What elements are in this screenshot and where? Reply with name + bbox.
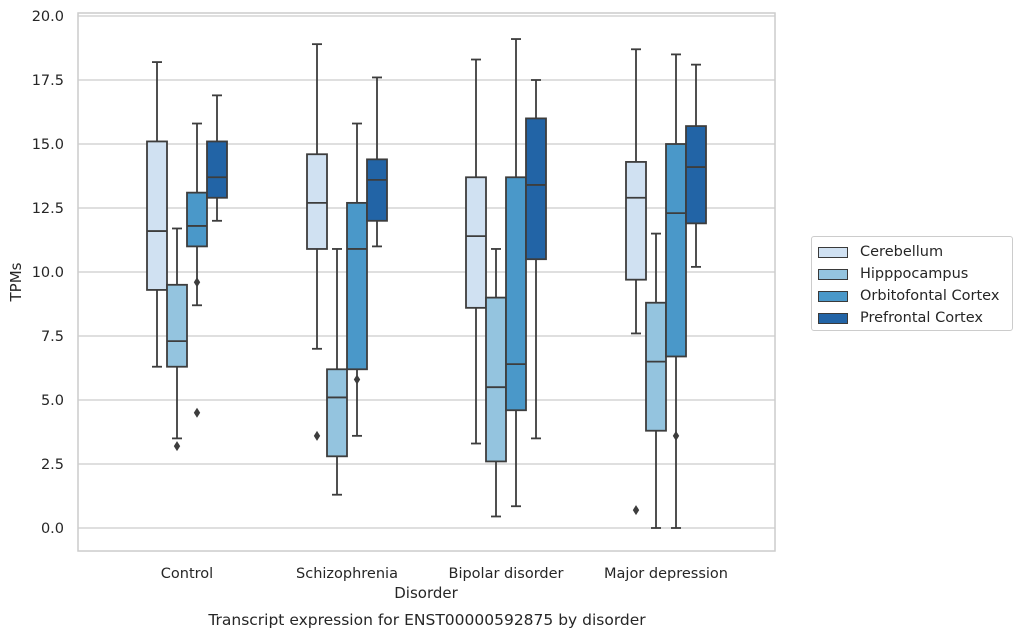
- outlier-point: [313, 430, 321, 441]
- legend-swatch: [818, 246, 848, 258]
- legend-item: Orbitofontal Cortex: [818, 285, 1012, 307]
- box: [206, 140, 228, 199]
- boxes: [146, 38, 707, 529]
- box-group: [146, 61, 168, 368]
- x-tick-label: Control: [161, 566, 213, 582]
- x-tick-label: Bipolar disorder: [449, 566, 564, 582]
- legend: Cerebellum Hipppocampus Orbitofontal Corte…: [811, 236, 1013, 331]
- outlier-point: [632, 505, 640, 516]
- legend-label: Cerebellum: [860, 244, 944, 260]
- legend-item: Cerebellum: [818, 241, 1012, 263]
- legend-label: Orbitofontal Cortex: [860, 288, 1000, 304]
- box-group: [525, 79, 547, 440]
- box: [146, 140, 168, 291]
- box-group: [346, 122, 368, 437]
- box-group: [485, 248, 507, 518]
- box: [326, 368, 348, 458]
- y-tick-label: 10.0: [32, 265, 64, 281]
- y-tick-label: 5.0: [41, 393, 64, 409]
- box: [665, 143, 687, 358]
- y-tick-label: 20.0: [32, 9, 64, 25]
- chart-title: Transcript expression for ENST0000059287…: [207, 611, 646, 629]
- box: [685, 125, 707, 225]
- box: [306, 153, 328, 250]
- box-group: [665, 53, 687, 529]
- box-group: [306, 43, 328, 441]
- box: [465, 176, 487, 309]
- box-group: [326, 248, 348, 496]
- outlier-point: [353, 374, 361, 385]
- box: [346, 201, 368, 371]
- outlier-point: [672, 430, 680, 441]
- box-group: [166, 227, 188, 452]
- outlier-point: [173, 441, 181, 452]
- box: [645, 301, 667, 432]
- legend-item: Prefrontal Cortex: [818, 307, 1012, 329]
- y-axis-label: TPMs: [7, 262, 25, 302]
- y-tick-label: 15.0: [32, 137, 64, 153]
- box: [505, 176, 527, 412]
- box: [525, 117, 547, 261]
- x-tick-labels: Control Schizophrenia Bipolar disorder Majo…: [161, 566, 728, 582]
- legend-swatch: [818, 268, 848, 280]
- y-tick-label: 12.5: [32, 201, 64, 217]
- legend-swatch: [818, 290, 848, 302]
- box-group: [625, 48, 647, 516]
- box-group: [645, 232, 667, 529]
- box: [166, 283, 188, 368]
- x-tick-label: Schizophrenia: [296, 566, 398, 582]
- legend-label: Hipppocampus: [860, 266, 969, 282]
- box: [485, 296, 507, 463]
- box: [625, 161, 647, 281]
- legend-label: Prefrontal Cortex: [860, 310, 983, 326]
- outlier-point: [193, 277, 201, 288]
- outlier-point: [193, 407, 201, 418]
- box-group: [366, 76, 388, 248]
- box-group: [186, 122, 208, 418]
- box: [366, 158, 388, 222]
- box-group: [505, 38, 527, 508]
- y-tick-label: 17.5: [32, 73, 64, 89]
- box-group: [465, 58, 487, 445]
- plot-area-frame: [77, 12, 776, 552]
- y-tick-labels: 0.0 2.5 5.0 7.5 10.0 12.5 15.0 17.5 20.0: [32, 9, 64, 537]
- y-tick-label: 7.5: [41, 329, 64, 345]
- box: [186, 191, 208, 248]
- legend-swatch: [818, 312, 848, 324]
- x-axis-label: Disorder: [394, 584, 458, 602]
- box-group: [206, 94, 228, 222]
- y-tick-label: 2.5: [41, 457, 64, 473]
- legend-item: Hipppocampus: [818, 263, 1012, 285]
- x-tick-label: Major depression: [604, 566, 728, 582]
- y-tick-label: 0.0: [41, 521, 64, 537]
- box-group: [685, 63, 707, 268]
